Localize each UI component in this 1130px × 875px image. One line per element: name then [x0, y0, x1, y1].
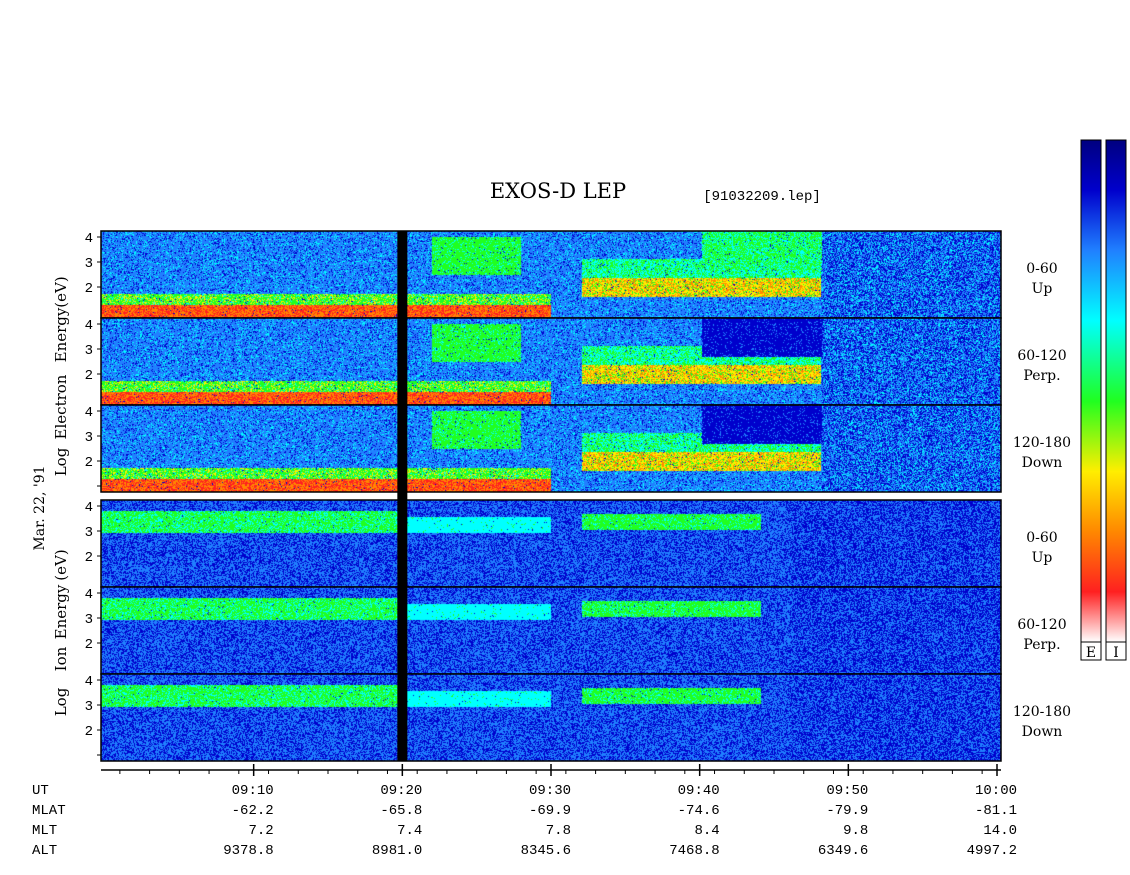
- panel-dir-label: Perp.: [1023, 637, 1060, 653]
- panel-frame-2: [100, 404, 1002, 493]
- electron-ylabel-log: Log: [52, 447, 70, 476]
- y-tick-label: 2: [85, 550, 93, 566]
- colorbar-ion: I: [1105, 139, 1127, 661]
- panel-image-5: [101, 674, 1001, 761]
- colorbar-electron-label: E: [1086, 645, 1096, 661]
- y-tick-label: 4: [85, 674, 93, 690]
- y-tick-label: 3: [85, 430, 93, 446]
- figure-title: EXOS-D LEP: [490, 179, 626, 203]
- panel-ion-0: 4 3 2: [85, 499, 1002, 588]
- y-tick-label: 2: [85, 281, 93, 297]
- time-axis: 09:10 09:20 09:30 09:40 09:50 10:00: [101, 764, 1017, 799]
- y-tick-label: 3: [85, 525, 93, 541]
- ion-ylabel: Log Ion Energy (eV): [52, 549, 70, 716]
- ion-ylabel-unit: (eV): [52, 549, 70, 580]
- orbit-value: -62.2: [232, 803, 274, 819]
- ut-row-label: UT: [32, 783, 49, 799]
- colorbar-ion-labelbox: [1105, 641, 1127, 661]
- panel-electron-2: 4 3 2: [85, 404, 1002, 493]
- panel-image-0: [101, 231, 1001, 318]
- panel-electron-1: 4 3 2: [85, 317, 1002, 406]
- orbit-info: UT MLAT -62.2 -65.8 -69.9 -74.6 -79.9 -81.1 MLT…: [32, 783, 1017, 859]
- y-tick-label: 3: [85, 699, 93, 715]
- panel-dir-label: Down: [1022, 724, 1063, 740]
- ion-ylabel-energy: Energy: [52, 584, 70, 639]
- orbit-row-label: MLT: [32, 823, 57, 839]
- date-label: Mar. 22, '91: [32, 465, 48, 550]
- electron-ylabel-electron: Electron: [52, 374, 70, 439]
- panel-electron-0: 4 3 2: [85, 230, 1002, 319]
- y-tick-label: 2: [85, 724, 93, 740]
- colorbar-ion-bar: [1105, 139, 1127, 643]
- y-tick-label: 4: [85, 500, 93, 516]
- x-tick-label: 09:40: [678, 783, 720, 799]
- colorbar-electron: E: [1080, 139, 1102, 661]
- x-tick-label: 09:20: [380, 783, 422, 799]
- y-tick-label: 2: [85, 368, 93, 384]
- panel-dir-label: Down: [1022, 455, 1063, 471]
- panel-image-3: [101, 500, 1001, 587]
- orbit-row-label: MLAT: [32, 803, 66, 819]
- panel-image-4: [101, 587, 1001, 674]
- y-tick-label: 4: [85, 587, 93, 603]
- panel-frame-5: [100, 673, 1002, 762]
- y-tick-label: 2: [85, 455, 93, 471]
- orbit-value: 8345.6: [521, 843, 571, 859]
- orbit-value: 7.4: [397, 823, 422, 839]
- panel-ion-1: 4 3 2: [85, 586, 1002, 675]
- electron-ylabel-energy: Energy: [52, 307, 70, 362]
- orbit-value: 7.2: [248, 823, 273, 839]
- orbit-value: 7468.8: [669, 843, 719, 859]
- panel-ion-2: 4 3 2: [85, 673, 1002, 762]
- y-tick-label: 3: [85, 256, 93, 272]
- y-tick-label: 2: [85, 637, 93, 653]
- ion-ylabel-log: Log: [52, 687, 70, 716]
- y-tick-label: 4: [85, 318, 93, 334]
- x-tick-label: 09:10: [232, 783, 274, 799]
- orbit-value: 8.4: [694, 823, 719, 839]
- orbit-value: -74.6: [678, 803, 720, 819]
- electron-ylabel-unit: (eV): [52, 276, 70, 307]
- colorbar-electron-labelbox: [1080, 641, 1102, 661]
- panel-dir-label: Perp.: [1023, 368, 1060, 384]
- panel-range-label: 60-120: [1017, 617, 1066, 633]
- orbit-value: 9378.8: [223, 843, 273, 859]
- y-tick-label: 4: [85, 231, 93, 247]
- orbit-value: 6349.6: [818, 843, 868, 859]
- orbit-value: 14.0: [983, 823, 1017, 839]
- orbit-value: 7.8: [546, 823, 571, 839]
- panel-dir-label: Up: [1032, 281, 1053, 297]
- y-tick-label: 3: [85, 612, 93, 628]
- y-tick-label: 4: [85, 405, 93, 421]
- orbit-value: -81.1: [975, 803, 1017, 819]
- x-tick-label: 09:30: [529, 783, 571, 799]
- orbit-value: -65.8: [380, 803, 422, 819]
- colorbar-electron-bar: [1080, 139, 1102, 643]
- x-tick-label: 10:00: [975, 783, 1017, 799]
- spectrogram-panels: 4 3 2 4 3 2 4 3 2 4 3 2 4 3 2 4 3 2: [85, 230, 1002, 762]
- panel-range-label: 60-120: [1017, 348, 1066, 364]
- orbit-value: 9.8: [843, 823, 868, 839]
- colorbar-ion-label: I: [1113, 645, 1119, 661]
- panel-image-2: [101, 405, 1001, 492]
- panel-side-labels: 0-60 Up 60-120 Perp. 120-180 Down 0-60 Up 60-120…: [1013, 261, 1071, 740]
- ion-ylabel-ion: Ion: [52, 646, 70, 671]
- data-gap-bar: [397, 231, 408, 761]
- y-tick-label: 3: [85, 343, 93, 359]
- panel-range-label: 120-180: [1013, 435, 1071, 451]
- x-tick-label: 09:50: [826, 783, 868, 799]
- orbit-row-label: ALT: [32, 843, 57, 859]
- panel-range-label: 0-60: [1026, 261, 1057, 277]
- orbit-value: -69.9: [529, 803, 571, 819]
- orbit-value: 4997.2: [967, 843, 1017, 859]
- panel-range-label: 0-60: [1026, 530, 1057, 546]
- orbit-value: 8981.0: [372, 843, 422, 859]
- electron-ylabel: Log Electron Energy (eV): [52, 276, 70, 476]
- panel-range-label: 120-180: [1013, 704, 1071, 720]
- orbit-value: -79.9: [826, 803, 868, 819]
- panel-image-1: [101, 318, 1001, 405]
- file-label: [91032209.lep]: [703, 189, 821, 205]
- panel-dir-label: Up: [1032, 550, 1053, 566]
